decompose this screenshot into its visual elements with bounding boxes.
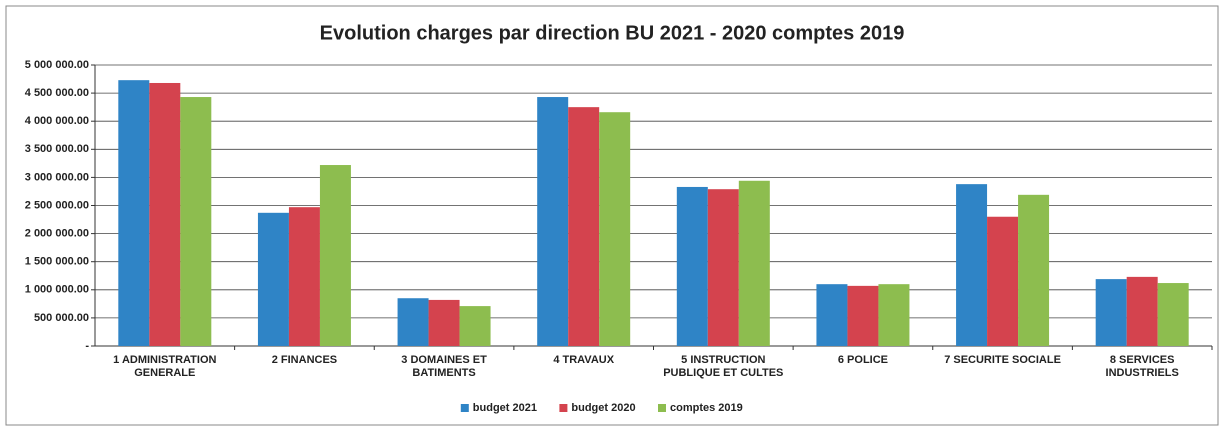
bar: [319, 165, 351, 346]
y-tick-label: 500 000.00: [34, 312, 89, 324]
y-tick-label: 4 000 000.00: [25, 115, 89, 127]
bar: [956, 184, 988, 346]
bar: [180, 97, 212, 346]
bar: [428, 299, 460, 346]
x-tick-label: 1 ADMINISTRATION GENERALE: [113, 354, 217, 379]
y-tick-label: 4 500 000.00: [25, 87, 89, 99]
bar: [738, 180, 770, 346]
legend-swatch: [460, 404, 469, 412]
bar: [257, 212, 289, 346]
x-tick-label: 2 FINANCES: [271, 354, 338, 366]
x-tick-label-box: 7 SECURITE SOCIALE: [944, 354, 1061, 366]
y-tick-label: 1 500 000.00: [25, 256, 89, 268]
bar: [1095, 279, 1127, 346]
bar: [459, 306, 491, 346]
bar: [1018, 194, 1050, 346]
y-tick-label: 3 000 000.00: [25, 171, 89, 183]
x-tick-label: 8 SERVICES INDUSTRIELS: [1105, 354, 1179, 379]
legend-label: comptes 2019: [670, 402, 743, 414]
bar: [847, 285, 879, 346]
legend-swatch: [559, 404, 568, 412]
bar: [1126, 276, 1158, 346]
chart-title: Evolution charges par direction BU 2021 …: [320, 22, 905, 44]
bar: [676, 186, 708, 346]
bar: [878, 284, 910, 346]
y-tick-label: 5 000 000.00: [25, 59, 89, 71]
x-tick-label: 6 POLICE: [837, 354, 888, 366]
bar: [537, 97, 569, 346]
bar: [1157, 283, 1189, 346]
y-tick-label: 1 000 000.00: [25, 284, 89, 296]
x-tick-label-box: 8 SERVICES INDUSTRIELS: [1105, 354, 1179, 379]
legend-label: budget 2020: [571, 402, 635, 414]
bar: [816, 284, 848, 346]
y-tick-label: 3 500 000.00: [25, 143, 89, 155]
x-tick-label-box: 1 ADMINISTRATION GENERALE: [113, 354, 217, 379]
y-tick-label: 2 000 000.00: [25, 228, 89, 240]
y-tick-label: -: [85, 340, 89, 352]
y-tick-label: 2 500 000.00: [25, 199, 89, 211]
x-tick-label: 3 DOMAINES ET BATIMENTS: [401, 354, 487, 379]
x-tick-label-box: 4 TRAVAUX: [553, 354, 615, 366]
x-tick-label: 4 TRAVAUX: [553, 354, 615, 366]
bar: [288, 207, 320, 346]
x-tick-label-box: 2 FINANCES: [271, 354, 338, 366]
x-tick-label-box: 6 POLICE: [837, 354, 888, 366]
x-tick-label-box: 5 INSTRUCTION PUBLIQUE ET CULTES: [663, 354, 784, 379]
bar: [987, 216, 1019, 346]
bar: [599, 112, 631, 346]
legend-swatch: [658, 404, 666, 412]
x-tick-label: 5 INSTRUCTION PUBLIQUE ET CULTES: [663, 354, 784, 379]
bar: [118, 80, 150, 346]
bar: [149, 82, 181, 346]
legend-label: budget 2021: [473, 402, 537, 414]
bar: [568, 107, 600, 347]
bar: [707, 189, 739, 346]
bar: [397, 298, 429, 346]
x-tick-label: 7 SECURITE SOCIALE: [944, 354, 1061, 366]
x-tick-label-box: 3 DOMAINES ET BATIMENTS: [401, 354, 487, 379]
